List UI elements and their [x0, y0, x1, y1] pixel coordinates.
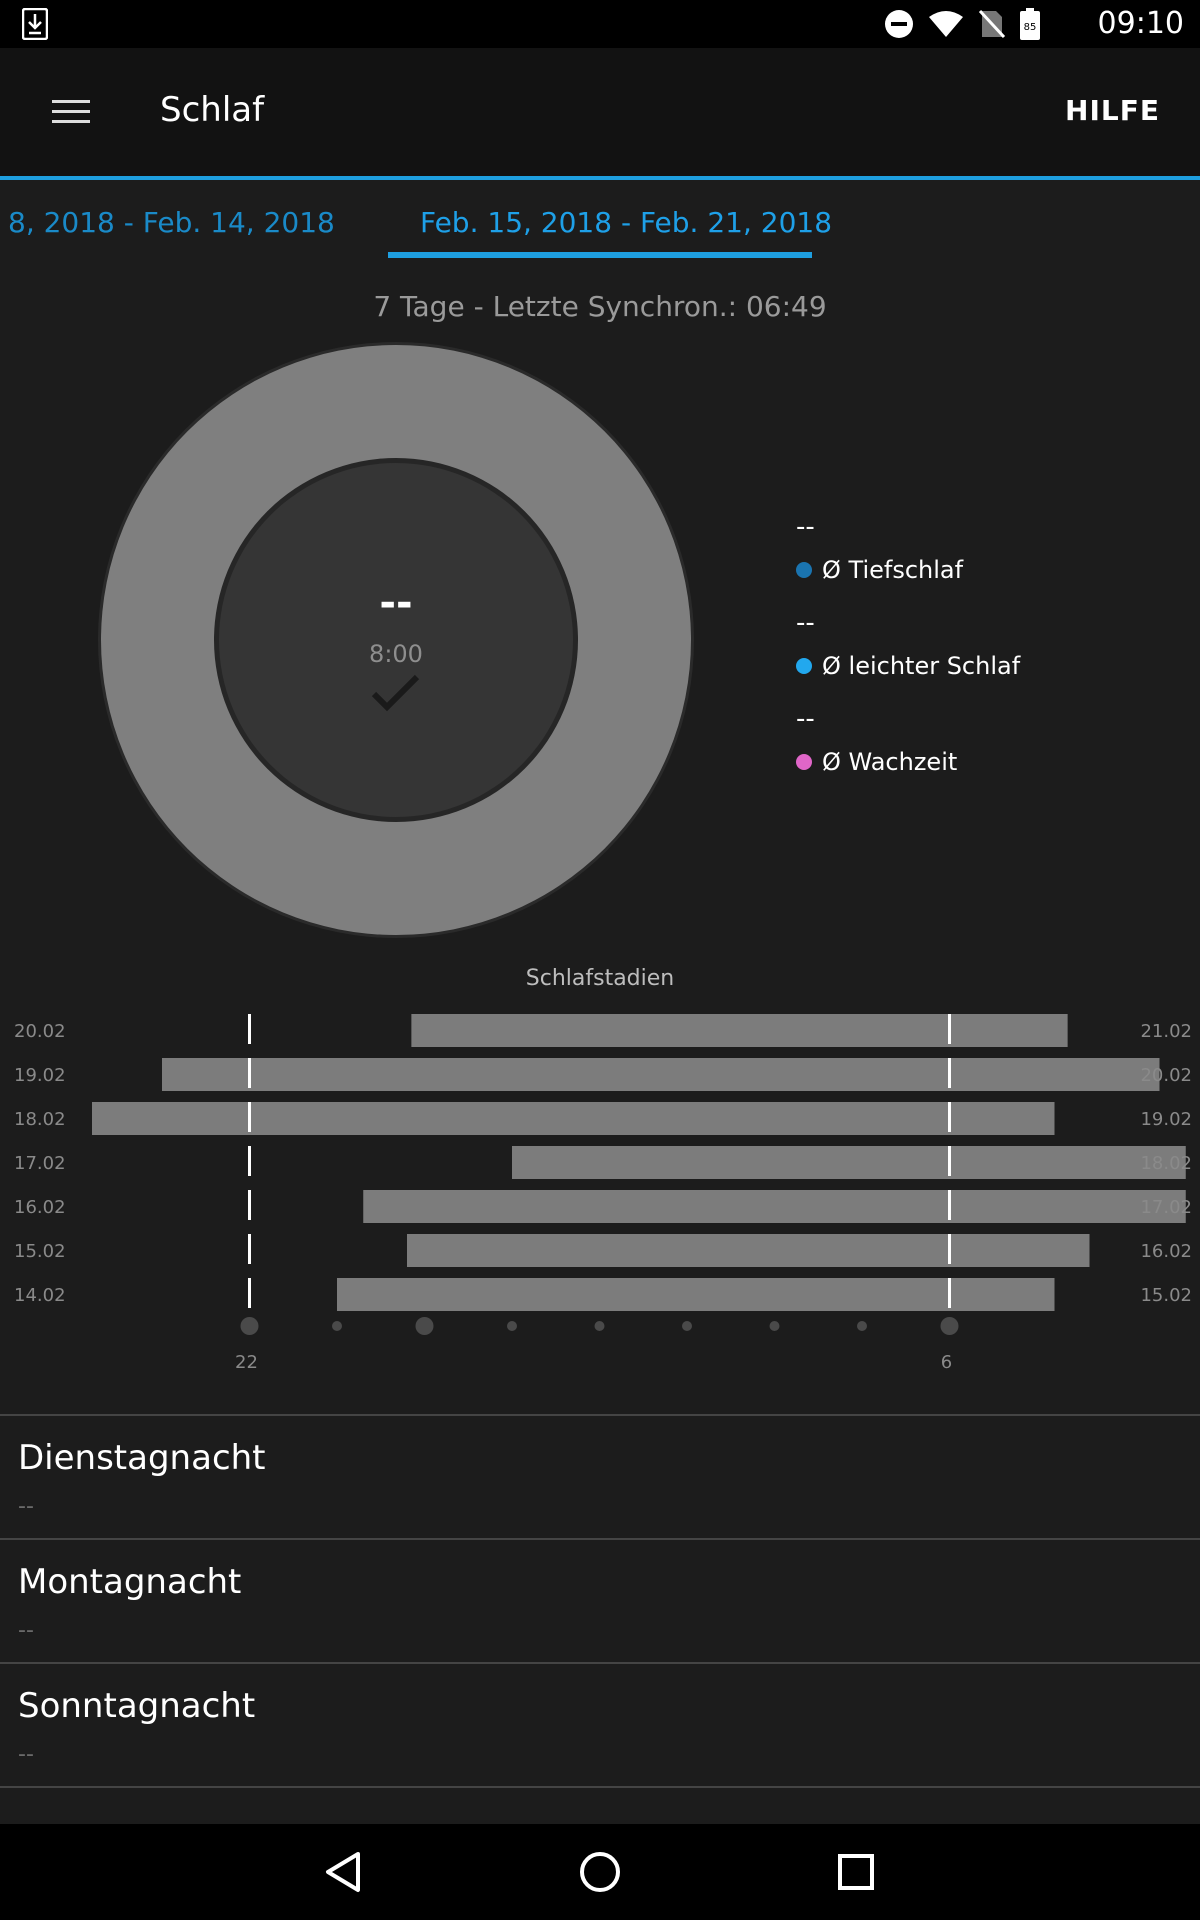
axis-tick-dot: [332, 1321, 342, 1331]
list-item-partial[interactable]: [0, 1786, 1200, 1826]
list-item-tuesday-night[interactable]: Dienstagnacht --: [0, 1414, 1200, 1540]
tab-current-week[interactable]: Feb. 15, 2018 - Feb. 21, 2018: [420, 206, 833, 239]
date-range-tabs: 8, 2018 - Feb. 14, 2018 Feb. 15, 2018 - …: [0, 180, 1200, 260]
legend-item-deep-sleep: Ø Tiefschlaf: [796, 556, 963, 584]
list-item-title: Sonntagnacht: [18, 1686, 256, 1726]
axis-tick-dot: [594, 1321, 605, 1331]
axis-tick-dot: [682, 1321, 692, 1331]
legend-light-label: Ø leichter Schlaf: [822, 652, 1021, 680]
row-start-date: 18.02: [14, 1109, 66, 1130]
no-sim-icon: [978, 9, 1006, 39]
checkmark-icon: [371, 674, 420, 712]
x-tick-label: 22: [235, 1352, 258, 1373]
home-circle-icon[interactable]: [574, 1846, 626, 1898]
axis-tick-dot: [769, 1321, 780, 1331]
list-item-subtitle: --: [18, 1494, 34, 1519]
axis-tick-dot: [415, 1317, 434, 1335]
row-start-date: 19.02: [14, 1065, 66, 1086]
tab-previous-week[interactable]: 8, 2018 - Feb. 14, 2018: [8, 206, 335, 239]
list-item-title: Dienstagnacht: [18, 1438, 266, 1478]
row-start-date: 15.02: [14, 1241, 66, 1262]
row-start-date: 17.02: [14, 1153, 66, 1174]
sleep-bar: [411, 1014, 1068, 1047]
legend-awake-label: Ø Wachzeit: [822, 748, 958, 776]
sleep-goal: 8:00: [369, 640, 423, 668]
list-item-subtitle: --: [18, 1618, 34, 1643]
row-end-date: 15.02: [1140, 1285, 1192, 1306]
row-start-date: 16.02: [14, 1197, 66, 1218]
legend-light-dot: [796, 658, 812, 674]
do-not-disturb-icon: [885, 10, 913, 38]
list-item-sunday-night[interactable]: Sonntagnacht --: [0, 1662, 1200, 1788]
row-end-date: 16.02: [1140, 1241, 1192, 1262]
list-item-monday-night[interactable]: Montagnacht --: [0, 1538, 1200, 1664]
legend-item-light-sleep: Ø leichter Schlaf: [796, 652, 1020, 680]
sleep-bar: [92, 1102, 1055, 1135]
legend-deep-label: Ø Tiefschlaf: [822, 556, 964, 584]
sleep-bar: [162, 1058, 1160, 1091]
help-button[interactable]: HILFE: [1065, 94, 1160, 127]
row-end-date: 20.02: [1140, 1065, 1192, 1086]
battery-level: 85: [1024, 22, 1037, 33]
row-start-date: 20.02: [14, 1021, 66, 1042]
back-triangle-icon[interactable]: [318, 1846, 370, 1898]
chart-title: Schlafstadien: [525, 966, 675, 991]
donut-center-value: --: [379, 580, 413, 626]
row-end-date: 17.02: [1140, 1197, 1192, 1218]
row-end-date: 18.02: [1140, 1153, 1192, 1174]
sleep-bar: [512, 1146, 1186, 1179]
axis-tick-dot: [507, 1321, 517, 1331]
app-bar: Schlaf HILFE: [0, 48, 1200, 176]
axis-tick-dot: [240, 1317, 259, 1335]
sleep-donut-chart: [98, 342, 694, 938]
row-start-date: 14.02: [14, 1285, 66, 1306]
legend-light-value: --: [796, 608, 815, 638]
recents-square-icon[interactable]: [830, 1846, 882, 1898]
legend-item-awake: Ø Wachzeit: [796, 748, 957, 776]
list-item-title: Montagnacht: [18, 1562, 242, 1602]
x-tick-label: 6: [941, 1352, 952, 1373]
wifi-icon: [929, 11, 963, 37]
axis-tick-dot: [857, 1321, 867, 1331]
row-end-date: 19.02: [1140, 1109, 1192, 1130]
legend-awake-value: --: [796, 704, 815, 734]
sync-status: 7 Tage - Letzte Synchron.: 06:49: [373, 290, 827, 323]
tab-indicator: [388, 252, 812, 258]
sleep-bar: [337, 1278, 1055, 1311]
app-bar-divider: [0, 176, 1200, 180]
download-icon: [22, 8, 48, 40]
sleep-stages-chart: 20.02 21.02 19.02 20.02 18.02 19.02 17.02 18.02…: [14, 1014, 1192, 1373]
battery-icon: 85: [1020, 8, 1040, 40]
status-bar: 85 09:10: [0, 0, 1200, 48]
legend-deep-dot: [796, 562, 812, 578]
system-nav-bar: [0, 1824, 1200, 1920]
legend-deep-value: --: [796, 512, 815, 542]
sleep-bar: [407, 1234, 1090, 1267]
legend-awake-dot: [796, 754, 812, 770]
list-item-subtitle: --: [18, 1742, 34, 1767]
donut-inner: [219, 463, 573, 817]
page-title: Schlaf: [160, 90, 265, 130]
hamburger-menu-icon[interactable]: [52, 96, 92, 128]
axis-tick-dot: [940, 1317, 959, 1335]
status-time: 09:10: [1097, 6, 1184, 41]
sleep-bar: [363, 1190, 1186, 1223]
row-end-date: 21.02: [1140, 1021, 1192, 1042]
